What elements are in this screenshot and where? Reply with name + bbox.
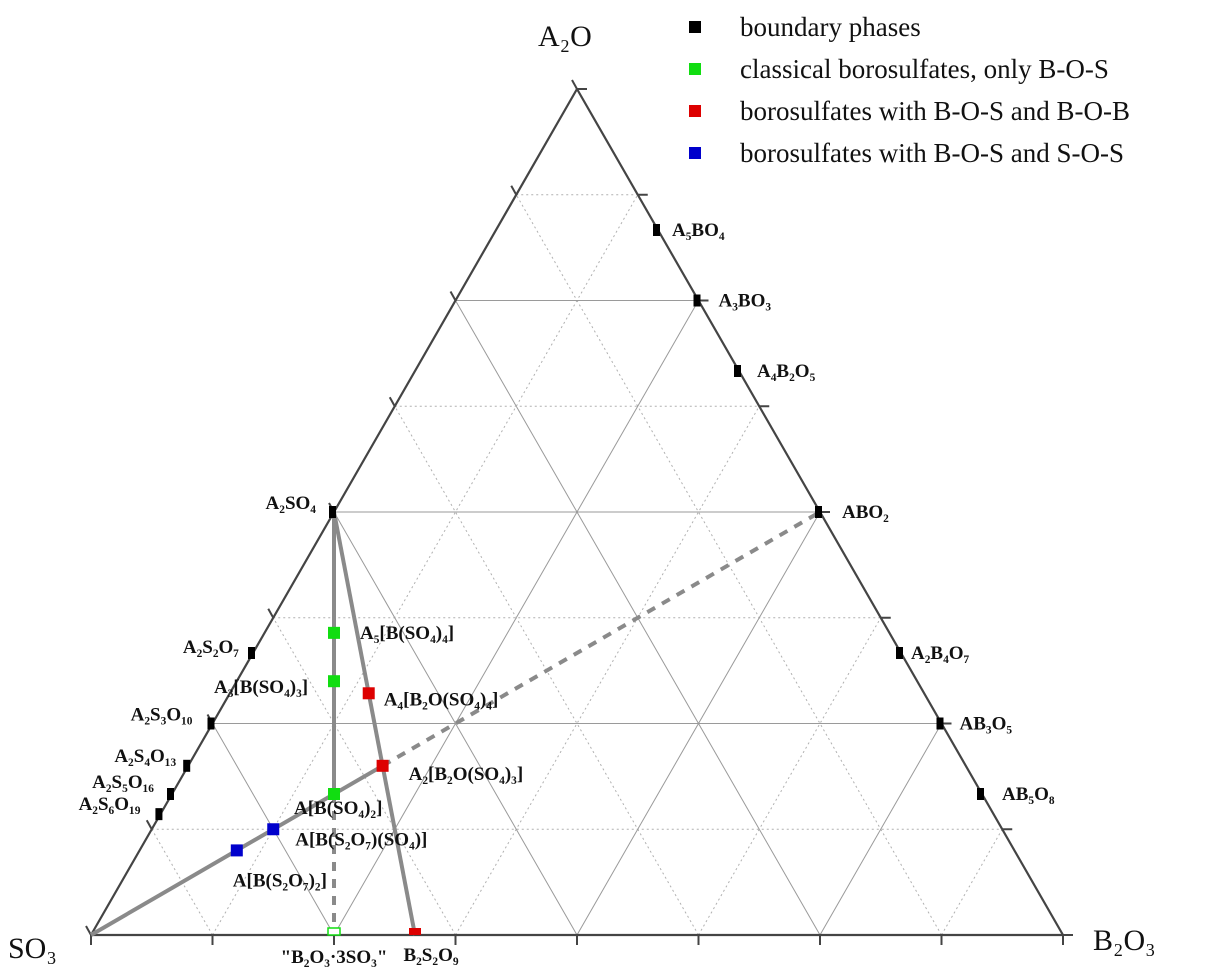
tick-mark <box>571 79 578 90</box>
data-point-sos <box>230 844 243 857</box>
data-point-classical <box>327 927 341 936</box>
legend-swatch-classical <box>689 63 701 75</box>
point-label: A₃[B(SO₄)₃] <box>214 677 308 698</box>
point-label: A[B(S₂O₇)₂] <box>233 870 327 891</box>
point-label: AB₃O₅ <box>960 714 1013 735</box>
grid-line <box>272 617 456 936</box>
data-point-boundary <box>815 506 822 518</box>
data-point-boundary <box>896 647 903 659</box>
legend-label-bob: borosulfates with B-O-S and B-O-B <box>740 96 1130 126</box>
legend-item-sos: borosulfates with B-O-S and S-O-S <box>689 138 1124 168</box>
data-point-boundary <box>653 224 660 236</box>
vertex-label-top: A₂O <box>538 20 592 53</box>
data-point-boundary <box>207 717 215 730</box>
data-point-boundary <box>693 294 701 307</box>
point-label: A[B(S₂O₇)(SO₄)] <box>295 829 427 850</box>
legend-item-boundary: boundary phases <box>689 12 921 42</box>
point-label: A₅[B(SO₄)₄] <box>360 623 454 644</box>
data-point-boundary <box>734 365 741 377</box>
legend-label-sos: borosulfates with B-O-S and S-O-S <box>740 138 1124 168</box>
tick-mark <box>449 291 457 301</box>
data-point-boundary <box>155 808 163 821</box>
tick-mark <box>145 819 153 830</box>
point-label: A₂S₆O₁₉ <box>79 794 141 815</box>
grid-line <box>394 406 699 936</box>
point-labels: A₅BO₄ A₃BO₃ A₄B₂O₅ ABO₂ A₂B₄O₇ AB₃O₅ AB₅O₈ A₂SO… <box>79 220 1055 968</box>
tie-line <box>332 511 417 936</box>
data-point-boundary <box>167 788 174 800</box>
point-label: A₂S₂O₇ <box>183 637 239 658</box>
grid-line <box>698 617 882 936</box>
point-label: ABO₂ <box>842 502 889 523</box>
point-label: A₂S₅O₁₆ <box>92 772 154 793</box>
point-label: A₂SO₄ <box>266 493 317 514</box>
data-points <box>155 224 984 936</box>
point-label: A₂B₄O₇ <box>911 643 970 664</box>
point-label: B₂S₂O₉ <box>403 945 458 966</box>
tick-mark <box>510 185 518 196</box>
grid-line <box>819 723 942 936</box>
legend: boundary phases classical borosulfates, … <box>689 12 1130 168</box>
point-label: A₂S₄O₁₃ <box>114 746 176 767</box>
grid-line <box>576 511 821 936</box>
data-point-bob <box>376 759 389 772</box>
data-point-boundary <box>329 506 336 518</box>
point-label: "B₂O₃·3SO₃" <box>281 947 388 968</box>
legend-label-boundary: boundary phases <box>740 12 921 42</box>
point-label: A₄[B₂O(SO₄)₄] <box>384 689 499 710</box>
point-label: A₂[B₂O(SO₄)₃] <box>409 764 524 785</box>
tick-mark <box>267 608 275 619</box>
legend-swatch-boundary <box>689 21 701 33</box>
point-label: A₄B₂O₅ <box>757 361 816 382</box>
data-point-sos <box>267 823 280 836</box>
data-point-boundary <box>936 717 944 730</box>
point-label: A₂S₃O₁₀ <box>131 705 193 726</box>
legend-swatch-bob <box>689 105 701 117</box>
legend-label-classical: classical borosulfates, only B-O-S <box>740 54 1109 84</box>
data-point-boundary <box>977 788 984 800</box>
grid-line <box>941 829 1003 936</box>
data-point-boundary <box>248 647 255 659</box>
point-label: AB₅O₈ <box>1002 784 1055 805</box>
grid-line <box>515 194 942 936</box>
legend-item-classical: classical borosulfates, only B-O-S <box>689 54 1109 84</box>
tick-mark <box>388 396 396 407</box>
data-point-boundary <box>183 759 191 772</box>
point-label: A₃BO₃ <box>719 291 772 312</box>
point-label: A[B(SO₄)₂] <box>294 798 382 819</box>
data-point-bob <box>362 687 375 700</box>
vertex-label-left: SO₃ <box>8 932 57 965</box>
grid-line <box>455 406 760 936</box>
data-point-classical <box>328 675 340 688</box>
legend-item-bob: borosulfates with B-O-S and B-O-B <box>689 96 1130 126</box>
data-point-bob <box>409 928 421 935</box>
legend-swatch-sos <box>689 147 701 159</box>
vertex-label-right: B₂O₃ <box>1093 924 1156 957</box>
data-point-classical <box>328 788 340 800</box>
data-point-classical <box>328 626 340 639</box>
grid-line <box>333 511 578 936</box>
point-label: A₅BO₄ <box>672 220 725 241</box>
grid-line <box>212 194 639 936</box>
